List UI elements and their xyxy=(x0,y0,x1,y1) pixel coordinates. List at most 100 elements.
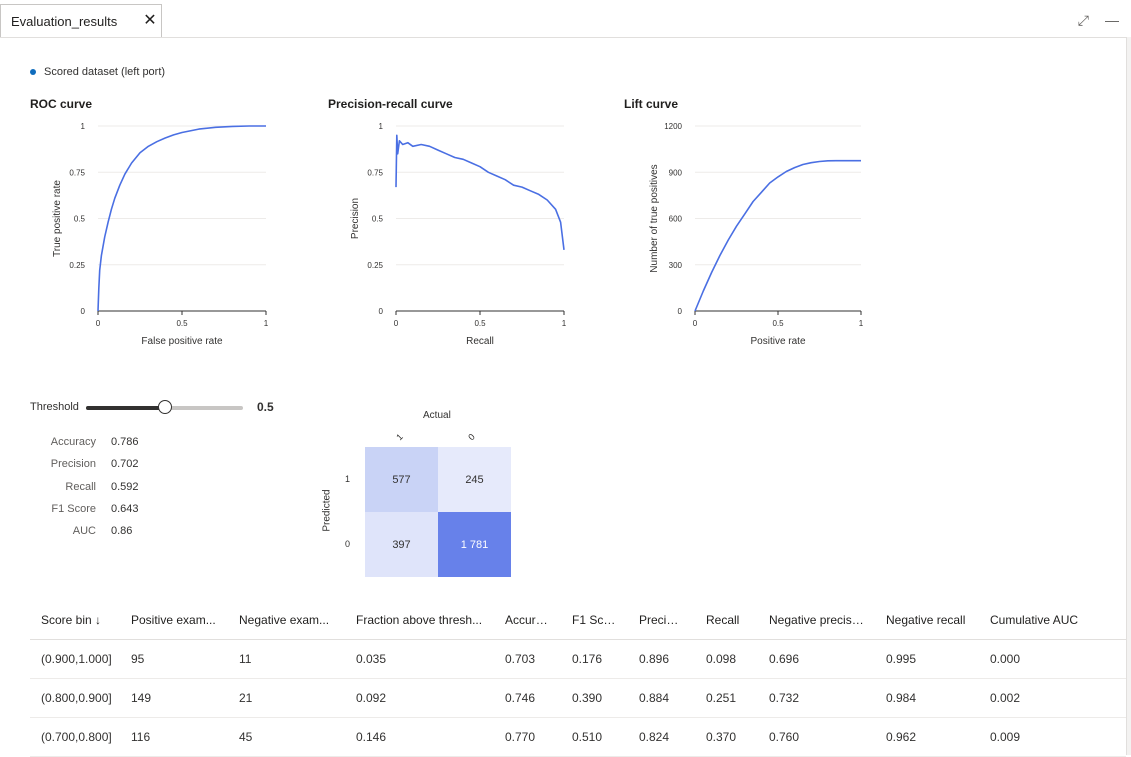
lift-y-tick-label: 300 xyxy=(669,261,683,270)
lift-series-line xyxy=(694,159,861,312)
table-cell: 0.703 xyxy=(494,639,561,679)
table-cell: 0.251 xyxy=(695,678,758,718)
roc-x-axis-label: False positive rate xyxy=(141,336,223,347)
table-cell: 0.390 xyxy=(561,678,628,718)
lift-y-axis-label: Number of true positives xyxy=(649,164,660,272)
table-cell: 0.098 xyxy=(695,639,758,679)
threshold-slider-thumb[interactable] xyxy=(157,400,172,414)
roc-x-tick-label: 0 xyxy=(96,319,101,328)
lift-chart-title: Lift curve xyxy=(624,97,679,111)
legend-label: Scored dataset (left port) xyxy=(44,66,166,78)
window-controls: ⤢ — xyxy=(1078,12,1119,29)
tab-evaluation-results[interactable]: Evaluation_results ✕ xyxy=(0,4,162,37)
table-cell: 0.176 xyxy=(561,639,628,679)
pr-y-tick-label: 0.25 xyxy=(367,261,383,270)
lift-x-axis-label: Positive rate xyxy=(750,336,805,347)
table-cell: 0.000 xyxy=(979,639,1126,679)
roc-y-tick-label: 0.5 xyxy=(74,215,86,224)
lift-y-tick-label: 600 xyxy=(669,215,683,224)
results-table: Score bin ↓ Positive exam... Negative ex… xyxy=(30,600,1126,757)
pr-x-axis-label: Recall xyxy=(466,336,494,347)
legend-dot xyxy=(30,69,36,75)
table-cell: 0.962 xyxy=(875,717,979,757)
pr-y-axis-label: Precision xyxy=(350,198,361,239)
pr-series-line xyxy=(395,134,565,250)
table-header-row: Score bin ↓ Positive exam... Negative ex… xyxy=(30,600,1126,640)
table-cell: 116 xyxy=(120,717,228,757)
table-cell: 149 xyxy=(120,678,228,718)
minimize-icon[interactable]: — xyxy=(1105,12,1119,28)
cm-cell: 1 781 xyxy=(438,512,511,577)
table-cell: 0.009 xyxy=(979,717,1126,757)
table-row: (0.900,1.000] 95 11 0.035 0.703 0.176 0.… xyxy=(30,639,1126,679)
lift-x-tick-label: 0 xyxy=(693,319,698,328)
metric-name: F1 Score xyxy=(51,502,96,515)
metric-name: AUC xyxy=(72,525,96,538)
table-cell: 45 xyxy=(228,717,345,757)
threshold-slider[interactable] xyxy=(86,400,243,414)
table-cell: 0.002 xyxy=(979,678,1126,718)
column-header-negative-precision[interactable]: Negative precisi... xyxy=(758,600,875,640)
threshold-label: Threshold xyxy=(30,401,79,413)
column-header-negative-examples[interactable]: Negative exam... xyxy=(228,600,345,640)
lift-x-tick-label: 0.5 xyxy=(772,319,784,328)
roc-y-tick-label: 0.25 xyxy=(69,261,85,270)
threshold-slider-fill xyxy=(86,406,165,410)
lift-y-tick-label: 0 xyxy=(678,307,683,316)
metric-value: 0.86 xyxy=(111,525,133,538)
table-cell: 0.896 xyxy=(628,639,695,679)
column-header-score-bin[interactable]: Score bin ↓ xyxy=(30,600,120,640)
table-cell: 0.092 xyxy=(345,678,494,718)
pr-x-tick-label: 1 xyxy=(562,319,567,328)
table-cell: 0.146 xyxy=(345,717,494,757)
table-cell: (0.900,1.000] xyxy=(30,639,120,679)
cm-cell: 245 xyxy=(438,447,511,512)
roc-y-tick-label: 0 xyxy=(81,307,86,316)
tab-title: Evaluation_results xyxy=(11,14,118,29)
lift-x-tick-label: 1 xyxy=(859,319,864,328)
table-cell: 0.760 xyxy=(758,717,875,757)
roc-y-tick-label: 1 xyxy=(81,122,86,131)
metric-value: 0.643 xyxy=(111,502,139,515)
table-cell: 0.035 xyxy=(345,639,494,679)
threshold-value: 0.5 xyxy=(257,400,274,414)
cm-cell: 397 xyxy=(365,512,438,577)
confusion-matrix-ylabel: Predicted xyxy=(321,489,333,532)
table-row: (0.700,0.800] 116 45 0.146 0.770 0.510 0… xyxy=(30,717,1126,757)
metric-value: 0.702 xyxy=(111,458,139,471)
pr-y-tick-label: 0.5 xyxy=(372,215,384,224)
column-header-recall[interactable]: Recall xyxy=(695,600,758,640)
close-icon[interactable]: ✕ xyxy=(143,12,157,29)
table-cell: 0.732 xyxy=(758,678,875,718)
table-cell: 0.884 xyxy=(628,678,695,718)
cm-row-label: 1 xyxy=(345,474,351,484)
vertical-scrollbar[interactable] xyxy=(1126,37,1131,755)
metric-value: 0.786 xyxy=(111,436,139,448)
pr-x-tick-label: 0 xyxy=(394,319,399,328)
column-header-cumulative-auc[interactable]: Cumulative AUC xyxy=(979,600,1126,640)
table-cell: 0.370 xyxy=(695,717,758,757)
column-header-fraction-above-threshold[interactable]: Fraction above thresh... xyxy=(345,600,494,640)
roc-y-tick-label: 0.75 xyxy=(69,168,85,177)
roc-series-line xyxy=(97,125,266,312)
expand-icon[interactable]: ⤢ xyxy=(1077,12,1089,28)
roc-x-tick-label: 1 xyxy=(264,319,269,328)
metric-name: Precision xyxy=(50,458,96,471)
table-cell: 0.510 xyxy=(561,717,628,757)
column-header-accuracy[interactable]: Accuracy xyxy=(494,600,561,640)
lift-y-tick-label: 1200 xyxy=(664,122,682,131)
column-header-positive-examples[interactable]: Positive exam... xyxy=(120,600,228,640)
pr-x-tick-label: 0.5 xyxy=(474,319,486,328)
table-cell: 0.746 xyxy=(494,678,561,718)
legend: Scored dataset (left port) xyxy=(30,66,165,78)
table-cell: 21 xyxy=(228,678,345,718)
column-header-negative-recall[interactable]: Negative recall xyxy=(875,600,979,640)
roc-x-tick-label: 0.5 xyxy=(176,319,188,328)
column-header-f1-score[interactable]: F1 Score xyxy=(561,600,628,640)
table-cell: 11 xyxy=(228,639,345,679)
tab-bar: Evaluation_results ✕ ⤢ — xyxy=(0,0,1131,38)
pr-y-tick-label: 1 xyxy=(379,122,384,131)
metric-name: Accuracy xyxy=(50,436,96,448)
confusion-matrix-title: Actual xyxy=(423,410,451,421)
column-header-precision[interactable]: Precisi... xyxy=(628,600,695,640)
